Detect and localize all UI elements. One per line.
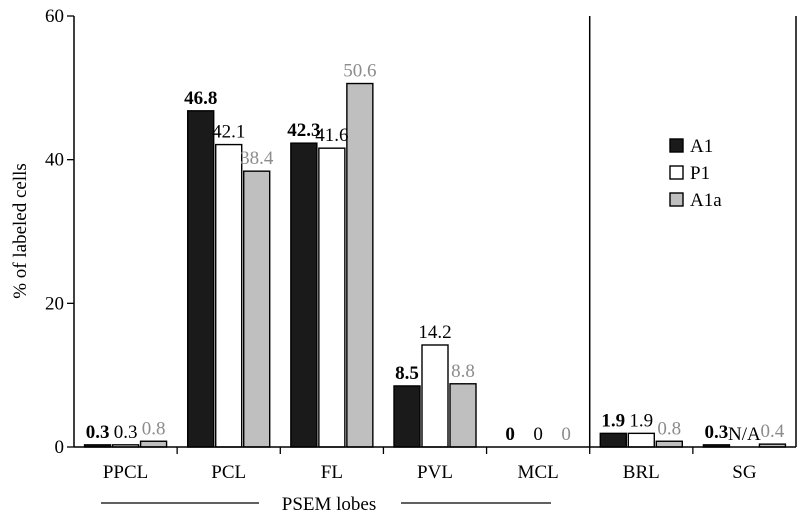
y-axis-title: % of labeled cells [10,163,31,299]
legend: A1 P1 A1a [669,136,722,211]
category-label-ppcl: PPCL [103,462,148,483]
value-label-p1-fl: 41.6 [315,125,348,146]
bar-p1-fl [318,147,346,448]
y-axis-ticks: 0 20 40 60 [45,6,74,458]
bar-a1-pvl [393,385,421,448]
value-label-p1-sg: N/A [728,424,761,445]
bar-a1-brl [599,432,627,448]
value-label-p1-brl: 1.9 [629,410,653,431]
bar-a1a-brl [655,440,683,448]
value-label-a1a-pcl: 38.4 [240,148,274,169]
category-label-pvl: PVL [417,462,453,483]
legend-swatch-a1a [669,192,684,207]
bar-p1-pvl [421,344,449,448]
legend-label-a1: A1 [690,136,713,157]
value-label-a1a-pvl: 8.8 [451,361,475,382]
value-label-p1-pvl: 14.2 [418,322,451,343]
value-label-a1a-ppcl: 0.8 [142,418,166,439]
x-axis-title-group: PSEM lobes [101,494,551,515]
bar-a1-pcl [187,110,215,448]
x-axis-title: PSEM lobes [282,494,377,515]
category-label-pcl: PCL [211,462,246,483]
legend-swatch-a1 [669,138,684,153]
value-label-p1-ppcl: 0.3 [114,422,138,443]
bar-p1-pcl [215,143,243,448]
value-label-a1a-mcl: 0 [561,424,571,445]
y-tick-label: 40 [45,150,64,171]
value-label-a1a-fl: 50.6 [343,61,376,82]
bar-a1-fl [290,142,318,448]
y-tick-label: 20 [45,293,64,314]
y-tick-label: 60 [45,6,64,27]
legend-label-a1a: A1a [690,190,722,211]
value-label-p1-mcl: 0 [533,424,543,445]
value-label-a1-pcl: 46.8 [184,88,217,109]
value-label-a1-ppcl: 0.3 [86,422,110,443]
value-label-a1-fl: 42.3 [287,120,320,141]
category-label-mcl: MCL [518,462,559,483]
bar-a1a-pvl [449,383,477,448]
legend-label-p1: P1 [690,163,710,184]
value-label-a1-brl: 1.9 [601,410,625,431]
category-label-fl: FL [321,462,343,483]
bar-a1a-fl [346,82,374,448]
value-label-a1-sg: 0.3 [705,422,729,443]
category-labels: PPCL PCL FL PVL MCL BRL SG [103,462,757,483]
y-tick-label: 0 [55,437,65,458]
category-label-sg: SG [732,462,757,483]
value-label-p1-pcl: 42.1 [212,122,245,143]
value-label-a1a-sg: 0.4 [761,421,785,442]
category-label-brl: BRL [623,462,660,483]
value-label-a1a-brl: 0.8 [657,418,681,439]
plot-frame [73,16,797,454]
value-label-a1-mcl: 0 [505,424,515,445]
legend-swatch-p1 [669,165,684,180]
bars [83,82,787,448]
bar-p1-brl [627,432,655,448]
bar-a1a-pcl [243,170,271,448]
value-labels: 0.3 0.3 0.846.842.138.442.341.650.68.514.2… [86,61,785,445]
bar-a1a-ppcl [139,440,168,448]
value-label-a1-pvl: 8.5 [395,363,419,384]
